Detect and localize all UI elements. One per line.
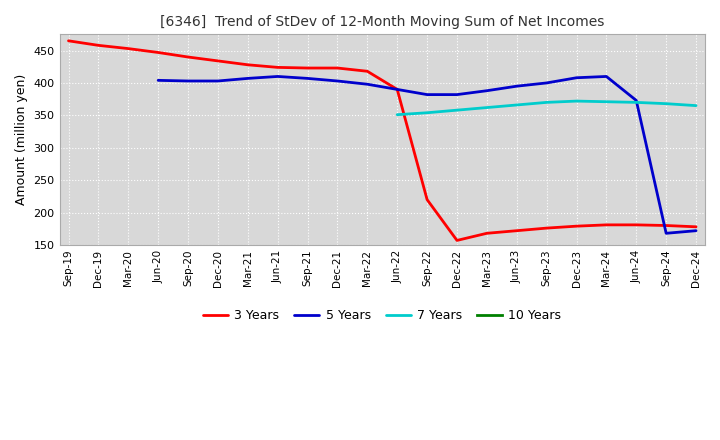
5 Years xyxy=(632,98,641,103)
3 Years xyxy=(124,46,132,51)
5 Years xyxy=(393,87,402,92)
5 Years xyxy=(692,228,701,233)
3 Years xyxy=(303,66,312,71)
3 Years xyxy=(333,66,342,71)
5 Years xyxy=(572,75,581,81)
3 Years xyxy=(482,231,491,236)
3 Years xyxy=(453,238,462,243)
3 Years xyxy=(363,69,372,74)
5 Years xyxy=(662,231,670,236)
7 Years xyxy=(393,112,402,117)
3 Years xyxy=(632,222,641,227)
3 Years xyxy=(423,197,431,202)
5 Years xyxy=(303,76,312,81)
5 Years xyxy=(542,80,551,85)
3 Years xyxy=(214,58,222,63)
5 Years xyxy=(513,84,521,89)
7 Years xyxy=(692,103,701,108)
3 Years xyxy=(184,55,192,60)
5 Years xyxy=(184,78,192,84)
3 Years xyxy=(64,38,73,44)
3 Years xyxy=(243,62,252,67)
5 Years xyxy=(363,81,372,87)
Y-axis label: Amount (million yen): Amount (million yen) xyxy=(15,74,28,205)
3 Years xyxy=(692,224,701,229)
3 Years xyxy=(513,228,521,233)
Line: 3 Years: 3 Years xyxy=(68,41,696,240)
Legend: 3 Years, 5 Years, 7 Years, 10 Years: 3 Years, 5 Years, 7 Years, 10 Years xyxy=(198,304,567,327)
5 Years xyxy=(214,78,222,84)
5 Years xyxy=(423,92,431,97)
5 Years xyxy=(243,76,252,81)
Title: [6346]  Trend of StDev of 12-Month Moving Sum of Net Incomes: [6346] Trend of StDev of 12-Month Moving… xyxy=(160,15,605,29)
5 Years xyxy=(274,74,282,79)
5 Years xyxy=(602,74,611,79)
7 Years xyxy=(482,105,491,110)
7 Years xyxy=(423,110,431,115)
5 Years xyxy=(154,78,163,83)
3 Years xyxy=(542,225,551,231)
7 Years xyxy=(602,99,611,104)
3 Years xyxy=(154,50,163,55)
Line: 5 Years: 5 Years xyxy=(158,77,696,233)
7 Years xyxy=(632,100,641,105)
3 Years xyxy=(393,87,402,92)
7 Years xyxy=(453,107,462,113)
7 Years xyxy=(662,101,670,106)
3 Years xyxy=(602,222,611,227)
5 Years xyxy=(482,88,491,93)
3 Years xyxy=(572,224,581,229)
7 Years xyxy=(542,100,551,105)
3 Years xyxy=(274,65,282,70)
7 Years xyxy=(513,103,521,108)
5 Years xyxy=(333,78,342,84)
5 Years xyxy=(453,92,462,97)
3 Years xyxy=(662,223,670,228)
3 Years xyxy=(94,43,103,48)
Line: 7 Years: 7 Years xyxy=(397,101,696,115)
7 Years xyxy=(572,99,581,104)
